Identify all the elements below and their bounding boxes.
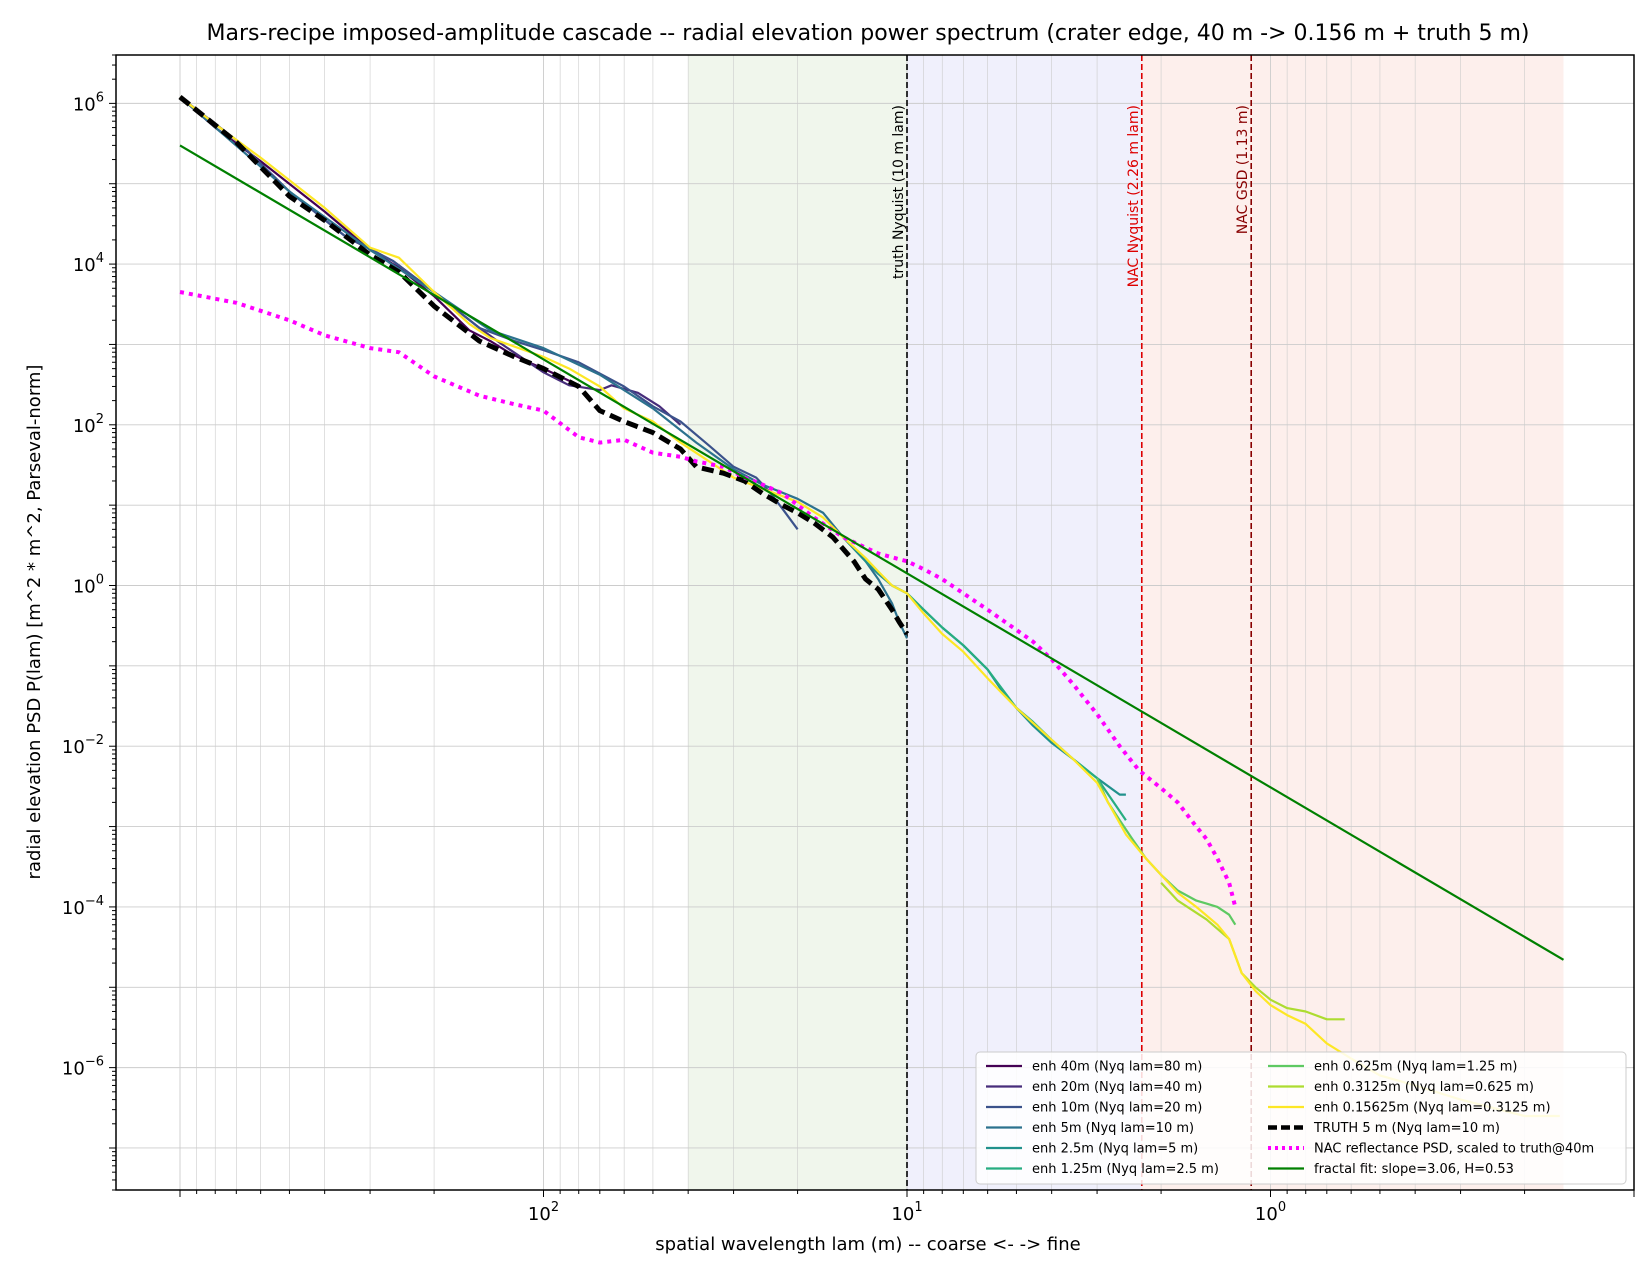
legend-label-10: TRUTH 5 m (Nyq lam=10 m)	[1313, 1121, 1500, 1136]
y-tick-label: 100	[73, 573, 104, 598]
legend-label-7: enh 0.625m (Nyq lam=1.25 m)	[1314, 1060, 1517, 1075]
vertical-markers: truth Nyquist (10 m lam) NAC Nyquist (2.2…	[891, 55, 1253, 1190]
legend-label-2: enh 20m (Nyq lam=40 m)	[1032, 1080, 1202, 1095]
legend-label-11: NAC reflectance PSD, scaled to truth@40m	[1314, 1142, 1594, 1157]
vline-label-1: truth Nyquist (10 m lam)	[891, 105, 907, 279]
y-tick-label: 102	[73, 412, 104, 437]
legend-label-6: enh 1.25m (Nyq lam=2.5 m)	[1032, 1162, 1219, 1177]
x-tick-label: 102	[528, 1200, 559, 1225]
series-line-9	[179, 96, 1560, 1118]
legend-label-12: fractal fit: slope=3.06, H=0.53	[1314, 1162, 1514, 1177]
legend-label-1: enh 40m (Nyq lam=80 m)	[1032, 1060, 1202, 1075]
y-axis-ticks: 106 104 102 100 10−2 10−4 10−6	[62, 54, 116, 1191]
x-tick-label: 101	[891, 1200, 922, 1225]
legend-box	[975, 1051, 1627, 1185]
y-tick-label: 106	[73, 90, 104, 115]
legend-label-5: enh 2.5m (Nyq lam=5 m)	[1032, 1142, 1198, 1157]
shaded-band-3	[1141, 55, 1564, 1190]
vline-label-3: NAC GSD (1.13 m)	[1235, 105, 1251, 234]
x-axis-label: spatial wavelength lam (m) -- coarse <- …	[655, 1234, 1080, 1255]
legend: enh 40m (Nyq lam=80 m) enh 20m (Nyq lam=4…	[975, 1051, 1627, 1185]
x-axis-ticks: 102 101 100	[179, 1190, 1635, 1225]
plot-frame	[115, 54, 1635, 1191]
y-axis-label: radial elevation PSD P(lam) [m^2 * m^2, …	[24, 365, 45, 880]
x-tick-label: 100	[1255, 1200, 1286, 1225]
vline-label-2: NAC Nyquist (2.26 m lam)	[1126, 105, 1142, 287]
chart-title: Mars-recipe imposed-amplitude cascade --…	[207, 21, 1530, 46]
shaded-band-2	[907, 55, 1142, 1190]
y-tick-label: 10−4	[62, 894, 104, 919]
legend-label-3: enh 10m (Nyq lam=20 m)	[1032, 1101, 1202, 1116]
y-tick-label: 104	[73, 251, 104, 276]
y-tick-label: 10−6	[62, 1055, 104, 1080]
series-line-10	[178, 95, 910, 636]
series-line-12	[179, 144, 1565, 961]
series-lines	[178, 95, 1565, 1118]
y-tick-label: 10−2	[62, 733, 104, 758]
legend-label-4: enh 5m (Nyq lam=10 m)	[1032, 1121, 1194, 1136]
series-line-8	[1160, 881, 1345, 1021]
legend-label-9: enh 0.15625m (Nyq lam=0.3125 m)	[1314, 1101, 1551, 1116]
legend-label-8: enh 0.3125m (Nyq lam=0.625 m)	[1314, 1080, 1534, 1095]
